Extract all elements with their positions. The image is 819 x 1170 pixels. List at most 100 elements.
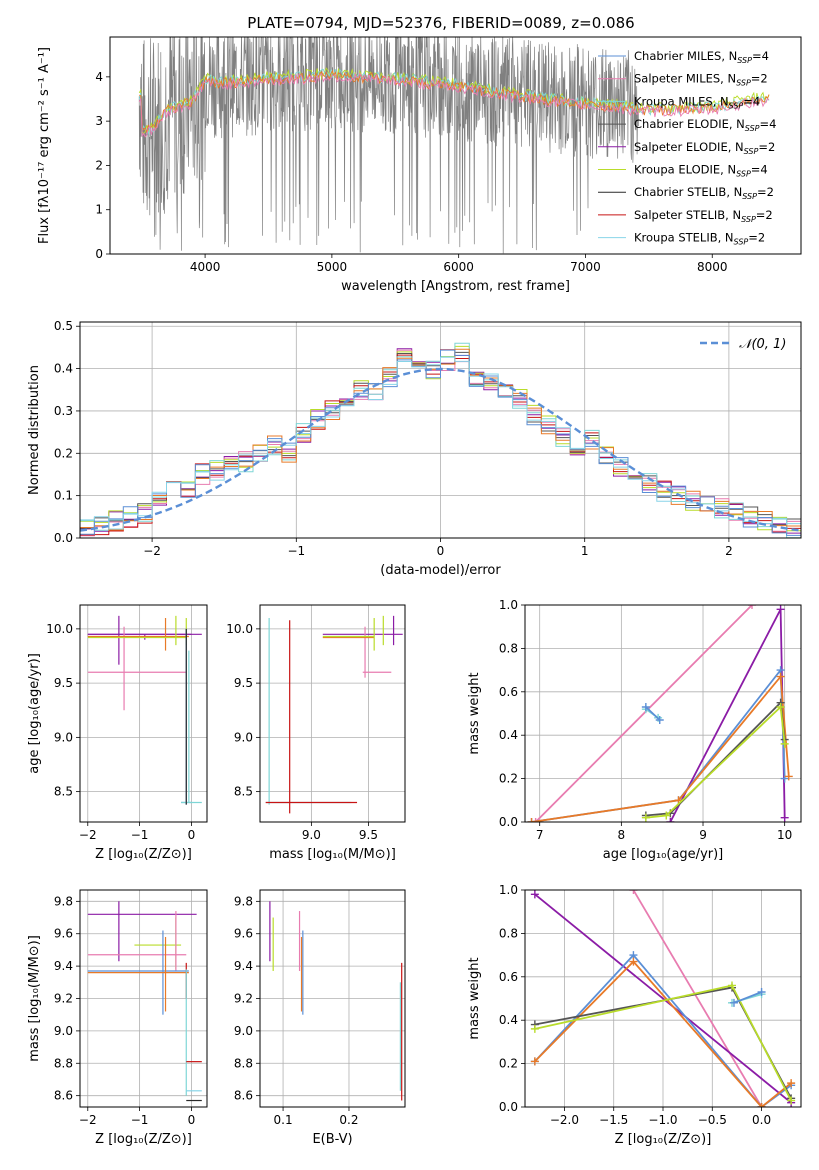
weight-point-marker [728, 981, 736, 990]
weight-point-marker [757, 1103, 766, 1107]
weight-series-line [645, 706, 661, 721]
panel-weight_vs_age: 7 8 9 10 0.0 0.2 0.4 0.6 0.8 1.0 age [log₁₀(age/yr… [467, 598, 802, 862]
y-tick-label: 0 [95, 247, 103, 261]
y-tick-label: 8.8 [234, 1056, 253, 1070]
legend-entry: Salpeter MILES, NSSP=2 [634, 72, 768, 88]
x-axis-label: wavelength [Angstrom, rest frame] [341, 279, 570, 294]
legend-entry: Chabrier MILES, NSSP=4 [634, 49, 769, 65]
x-tick-label: 0.2 [339, 1113, 358, 1127]
model-spectrum-line [139, 69, 770, 134]
x-tick-label: 5000 [317, 260, 348, 274]
y-axis-label: mass weight [467, 957, 482, 1039]
x-tick-label: −1 [131, 828, 149, 842]
weight-point-marker [748, 605, 757, 609]
weight-series-line [645, 700, 786, 817]
legend-entry: Chabrier ELODIE, NSSP=4 [634, 117, 776, 133]
y-tick-label: 8.5 [234, 785, 253, 799]
y-tick-label: 9.8 [234, 894, 253, 908]
x-tick-label: 8000 [697, 260, 728, 274]
weight-point-marker [641, 813, 650, 822]
legend-entry: 𝒩(0, 1) [739, 337, 786, 352]
x-tick-label: 9.0 [302, 828, 321, 842]
weight-point-marker [776, 672, 785, 681]
y-tick-label: 9.0 [54, 1024, 73, 1038]
weight-point-marker [530, 1057, 539, 1066]
y-tick-label: 0.6 [499, 685, 518, 699]
weight-point-marker [776, 702, 785, 711]
panel-age_vs_Z: −2 −1 0 8.5 9.0 9.5 10.0 Z [log₁₀(Z/Z⊙)] age [lo… [27, 604, 208, 862]
axes-frame [524, 889, 802, 1108]
x-tick-label: −1.0 [648, 1113, 677, 1127]
y-tick-label: 9.5 [234, 676, 253, 690]
x-tick-label: 2 [725, 544, 733, 558]
x-axis-label: Z [log₁₀(Z/Z⊙)] [95, 847, 192, 862]
y-tick-label: 2 [95, 158, 103, 172]
x-tick-label: 1 [581, 544, 589, 558]
x-tick-label: 6000 [443, 260, 474, 274]
x-axis-label: age [log₁₀(age/yr)] [603, 847, 724, 862]
y-tick-label: 9.2 [54, 992, 73, 1006]
model-spectrum-line [138, 72, 770, 138]
weight-point-marker [666, 818, 675, 822]
weight-series-line [531, 674, 790, 822]
weight-series-line [534, 605, 753, 822]
plot-area [269, 901, 403, 1101]
y-tick-label: 0.2 [499, 1057, 518, 1071]
y-tick-label: 9.0 [234, 1024, 253, 1038]
y-axis-label: mass [log₁₀(M/M⊙)] [27, 935, 42, 1062]
x-tick-label: 0 [188, 1113, 196, 1127]
y-tick-label: 9.6 [54, 927, 73, 941]
panel-mass_vs_Z: −2 −1 0 8.6 8.8 9.0 9.2 9.4 9.6 9.8 Z [log₁₀(Z/Z⊙)… [27, 889, 208, 1147]
gaussian-curve [80, 367, 801, 532]
weight-series-line [534, 960, 792, 1107]
y-tick-label: 0.2 [499, 772, 518, 786]
y-tick-label: 1.0 [499, 598, 518, 612]
y-axis-label: Normed distribution [27, 365, 42, 495]
y-tick-label: 0.0 [54, 531, 73, 545]
x-tick-label: −1 [131, 1113, 149, 1127]
axes-frame [259, 604, 406, 823]
x-tick-label: 9.5 [359, 828, 378, 842]
x-axis-label: Z [log₁₀(Z/Z⊙)] [95, 1132, 192, 1147]
y-tick-label: 9.4 [234, 959, 253, 973]
weight-point-marker [655, 716, 664, 725]
y-tick-label: 0.2 [54, 446, 73, 460]
panel-age_vs_mass: 9.0 9.5 8.5 9.0 9.5 10.0 mass [log₁₀(M/M⊙)] [226, 604, 406, 862]
legend-entry: Chabrier STELIB, NSSP=2 [634, 185, 774, 201]
x-tick-label: −2 [143, 544, 161, 558]
panel-weight_vs_Z: −2.0 −1.5 −1.0 −0.5 0.0 0.0 0.2 0.4 0.6 0.8 1.0 Z [… [467, 883, 802, 1147]
y-axis-label: mass weight [467, 672, 482, 754]
weight-point-marker [780, 739, 789, 748]
weight-series-line [534, 893, 792, 1104]
weight-point-marker [527, 818, 536, 822]
axes-frame [524, 604, 802, 823]
observed-spectrum-line [138, 37, 639, 254]
y-tick-label: 0.1 [54, 489, 73, 503]
weight-series-line [531, 667, 786, 822]
axes-frame [109, 36, 802, 255]
y-tick-label: 0.0 [499, 815, 518, 829]
y-tick-label: 0.5 [54, 319, 73, 333]
plot-area [530, 890, 796, 1107]
x-tick-label: 10 [777, 828, 792, 842]
y-tick-label: 8.5 [54, 785, 73, 799]
y-tick-label: 3 [95, 114, 103, 128]
weight-series-line [632, 890, 763, 1107]
y-tick-label: 8.8 [54, 1056, 73, 1070]
weight-point-marker [787, 1096, 796, 1105]
x-axis-label: Z [log₁₀(Z/Z⊙)] [615, 1132, 712, 1147]
plot-area [138, 37, 770, 254]
axes-frame [79, 889, 208, 1108]
plot-area [80, 342, 801, 538]
y-tick-label: 9.4 [54, 959, 73, 973]
x-tick-label: −2 [79, 1113, 97, 1127]
weight-point-marker [787, 1079, 796, 1088]
y-tick-label: 9.6 [234, 927, 253, 941]
y-tick-label: 0.3 [54, 404, 73, 418]
weight-point-marker [530, 1024, 539, 1033]
x-tick-label: −0.5 [698, 1113, 727, 1127]
y-tick-label: 1 [95, 203, 103, 217]
y-tick-label: 0.8 [499, 641, 518, 655]
x-tick-label: 8 [618, 828, 626, 842]
